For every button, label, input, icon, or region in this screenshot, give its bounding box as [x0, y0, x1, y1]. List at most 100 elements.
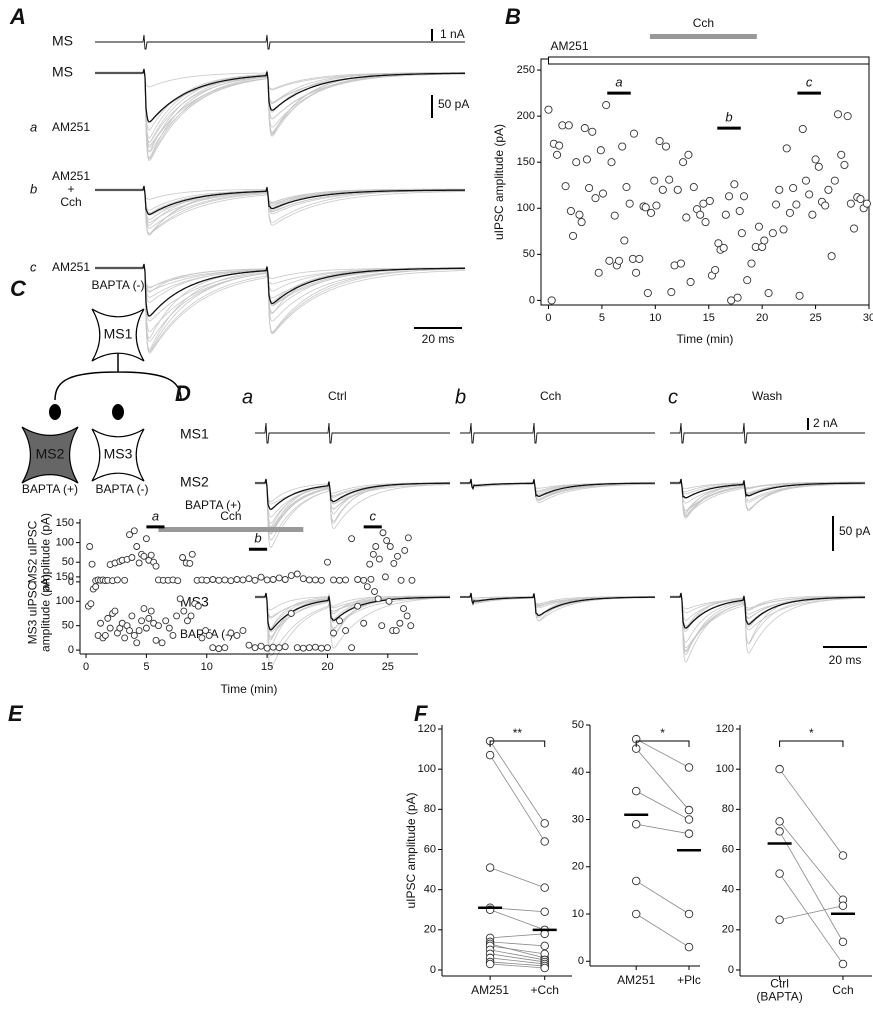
data-point	[775, 869, 784, 878]
data-point	[605, 256, 614, 265]
period-label: a	[152, 508, 159, 523]
data-point	[311, 643, 319, 651]
data-point	[245, 641, 253, 649]
data-point	[665, 175, 674, 184]
data-point	[602, 101, 611, 110]
data-point	[251, 644, 259, 652]
data-point	[540, 963, 549, 973]
x-tick-label: 30	[863, 312, 873, 324]
data-point	[614, 256, 624, 265]
panel-letter: B	[505, 4, 521, 29]
data-point	[540, 837, 549, 846]
y-tick-label: 20	[424, 924, 436, 936]
cell-label: MS2	[36, 446, 65, 462]
y-tick-label: 100	[56, 595, 74, 607]
data-point	[569, 231, 578, 240]
data-point	[540, 941, 549, 951]
y-tick-label: 50	[523, 248, 535, 260]
x-tick-label: +Plc	[677, 973, 701, 987]
data-point	[233, 576, 241, 583]
period-label: c	[806, 75, 813, 90]
pair-line	[489, 740, 546, 824]
data-point	[747, 259, 756, 268]
data-point	[833, 110, 843, 119]
data-point	[205, 632, 213, 639]
data-point	[203, 576, 211, 584]
data-point	[140, 552, 148, 560]
data-point	[689, 183, 698, 192]
data-point	[275, 644, 283, 652]
trace-label: MS	[52, 64, 73, 80]
data-point	[838, 937, 848, 947]
y-tick-label: 200	[517, 110, 535, 122]
data-point	[209, 576, 217, 583]
data-point	[251, 576, 259, 584]
pair-line	[490, 961, 545, 967]
row-label: AM251 + Cch	[52, 169, 90, 209]
pair-line	[635, 880, 690, 915]
y-tick-label: 100	[418, 763, 436, 775]
data-point	[625, 199, 634, 208]
data-point	[631, 909, 641, 919]
row-tag: c	[30, 259, 37, 274]
data-point	[233, 632, 241, 639]
data-point	[330, 576, 337, 584]
y-tick-label: 120	[716, 723, 734, 735]
data-point	[385, 597, 393, 605]
trace	[95, 69, 465, 152]
data-point	[673, 185, 682, 194]
y-tick-label: 100	[56, 536, 74, 548]
data-point	[299, 644, 307, 652]
x-tick-label: 10	[201, 661, 213, 673]
pair-line	[779, 768, 844, 856]
data-point	[696, 210, 705, 219]
data-point	[798, 124, 807, 134]
data-point	[324, 644, 331, 652]
data-point	[275, 574, 283, 582]
data-point	[263, 576, 271, 584]
data-point	[580, 124, 589, 133]
data-point	[239, 627, 247, 635]
trace	[95, 187, 465, 234]
data-point	[360, 576, 368, 584]
data-point	[641, 203, 650, 212]
pair-line	[489, 754, 546, 842]
data-point	[106, 624, 114, 632]
data-point	[629, 129, 639, 138]
period-label: a	[615, 75, 622, 90]
trace	[255, 480, 450, 541]
neuron	[91, 428, 145, 482]
column-label: Ctrl	[328, 389, 347, 403]
data-point	[632, 268, 641, 277]
pair-line	[779, 831, 844, 943]
data-point	[684, 829, 694, 838]
data-point	[194, 602, 202, 610]
data-point	[392, 627, 400, 635]
row-label: AM251	[52, 260, 90, 274]
data-point	[215, 576, 223, 584]
period-label: b	[254, 531, 261, 546]
cell-label: MS3	[104, 446, 133, 462]
x-tick-label: 5	[143, 661, 149, 673]
data-point	[564, 121, 573, 130]
trace	[95, 70, 466, 161]
y-tick-label: 150	[56, 517, 74, 529]
x-tick-label: 20	[756, 312, 768, 324]
data-point	[650, 176, 659, 185]
data-point	[324, 558, 331, 566]
y-axis-label: uIPSC amplitude (pA)	[492, 124, 506, 240]
data-point	[622, 183, 631, 192]
data-point	[180, 607, 188, 615]
panel-letter: A	[9, 4, 26, 29]
data-point	[371, 588, 378, 595]
data-point	[135, 627, 143, 635]
panel-letter: C	[10, 276, 27, 301]
data-point	[721, 210, 730, 219]
data-point	[121, 576, 129, 584]
trace-label: MS1	[180, 426, 209, 442]
panel-letter: F	[414, 701, 428, 726]
data-point	[400, 605, 407, 613]
data-point	[126, 627, 133, 635]
data-point	[652, 201, 661, 210]
trace	[670, 594, 865, 645]
